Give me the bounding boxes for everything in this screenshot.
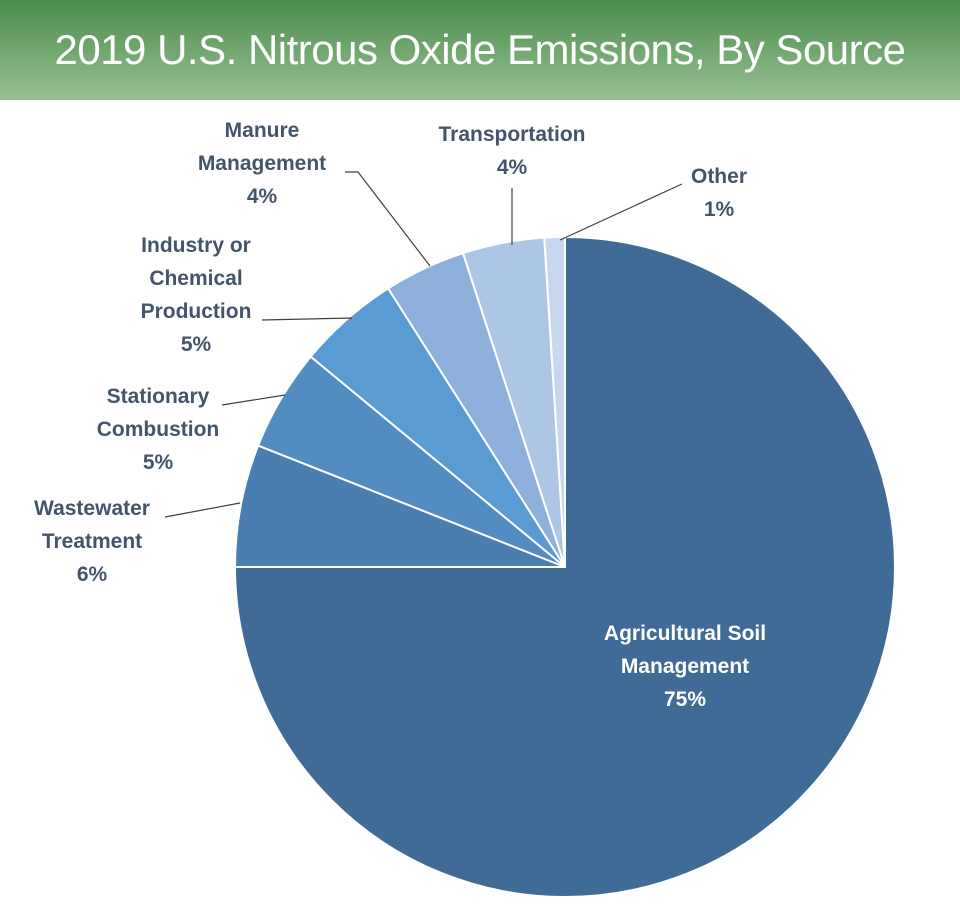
slice-name-label: Management [198, 152, 326, 175]
slice-name-label: Stationary [107, 385, 210, 408]
slice-label: Transportation 4% [438, 123, 585, 179]
slice-label: Wastewater Treatment 6% [34, 497, 150, 586]
slice-name-label: Management [621, 655, 749, 678]
slice-label: Other 1% [691, 165, 747, 221]
slice-name-label: Manure [225, 119, 300, 142]
slice-name-label: Chemical [149, 267, 242, 290]
slice-value-label: 4% [247, 185, 278, 208]
slice-name-label: Other [691, 165, 747, 188]
slice-name-label: Transportation [438, 123, 585, 146]
slice-label: Agricultural Soil Management 75% [604, 622, 766, 711]
slice-label: Stationary Combustion 5% [97, 385, 219, 474]
slice-value-label: 4% [497, 156, 528, 179]
slice-name-label: Wastewater [34, 497, 150, 520]
pie-slice [233, 444, 566, 568]
slice-name-label: Combustion [97, 418, 219, 441]
leader-line [345, 171, 431, 267]
chart-title: 2019 U.S. Nitrous Oxide Emissions, By So… [54, 26, 906, 73]
leader-line [164, 502, 241, 518]
slice-name-label: Industry or [141, 234, 251, 257]
title-banner: 2019 U.S. Nitrous Oxide Emissions, By So… [0, 0, 960, 100]
slice-value-label: 6% [77, 563, 108, 586]
leader-line [261, 317, 353, 321]
leader-line [221, 394, 286, 406]
slice-name-label: Treatment [42, 530, 142, 553]
slice-name-label: Agricultural Soil [604, 622, 766, 645]
slice-value-label: 75% [664, 688, 706, 711]
leader-line [559, 183, 683, 241]
slice-value-label: 1% [704, 198, 735, 221]
slice-label: Manure Management 4% [198, 119, 326, 208]
pie-slice [543, 235, 566, 568]
slice-value-label: 5% [143, 451, 174, 474]
slice-label: Industry or Chemical Production 5% [141, 234, 252, 356]
pie-slice [233, 235, 896, 898]
slice-value-label: 5% [181, 333, 212, 356]
slice-name-label: Production [141, 300, 252, 323]
